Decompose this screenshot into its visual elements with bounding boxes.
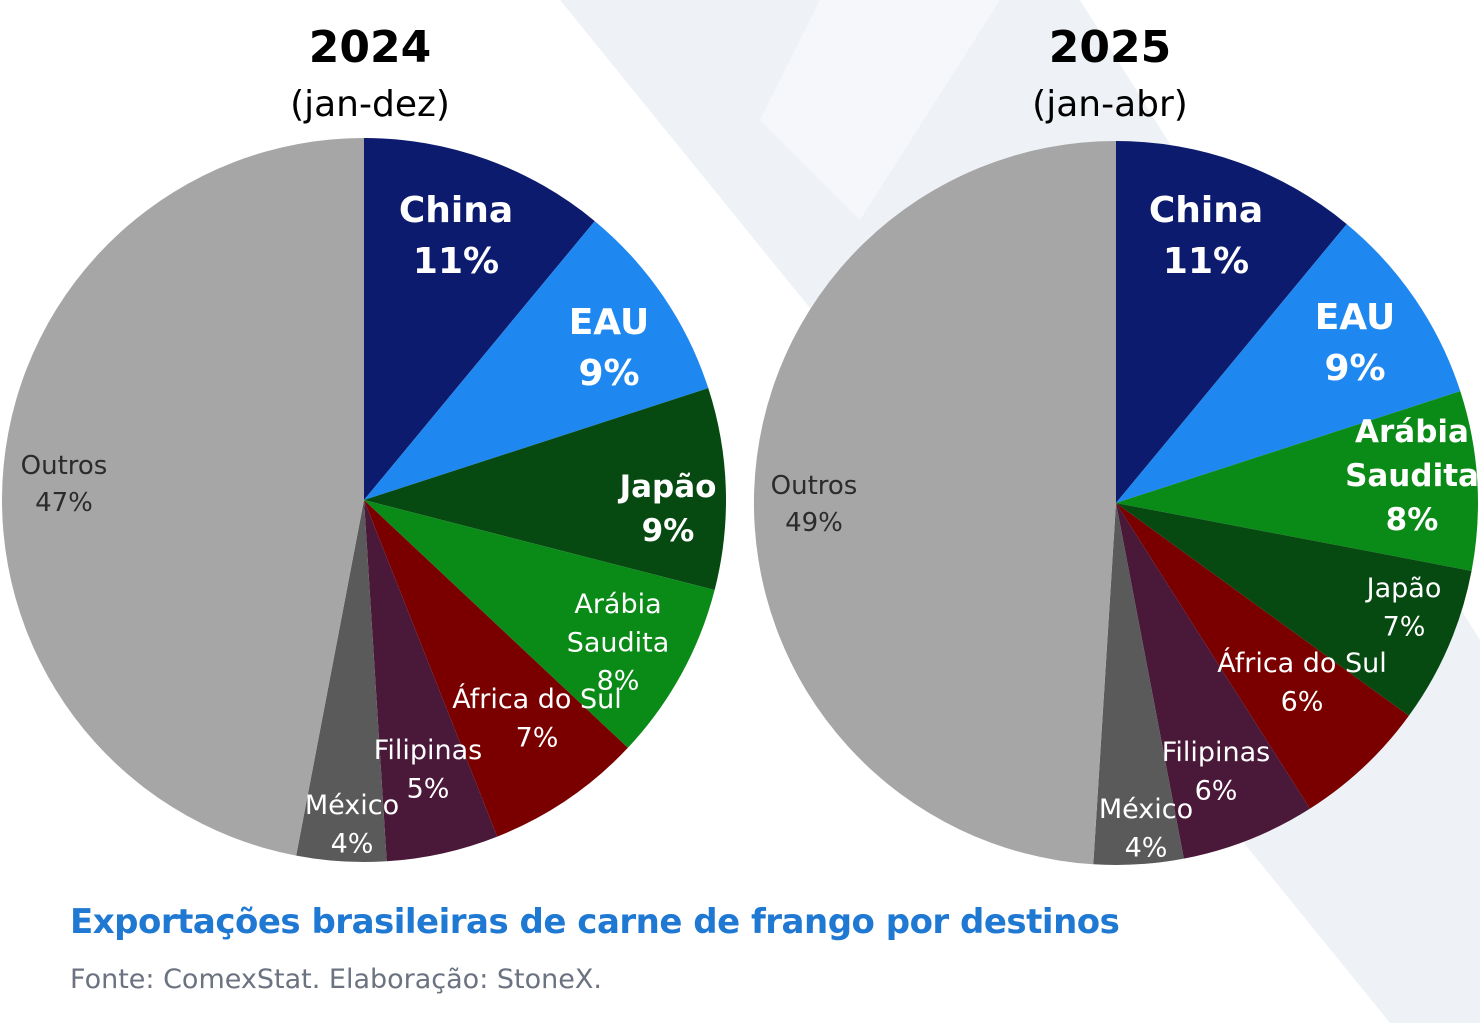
- pie-chart-2024: 2024 (jan-dez) China 11% EAU 9% Japão 9% Arábi…: [0, 0, 740, 880]
- slice-label-arabia-saudita: Arábia Saudita 8%: [567, 589, 670, 697]
- slice-label-japao: Japão 7%: [1365, 573, 1442, 642]
- slice-label-arabia-saudita: Arábia Saudita 8%: [1345, 414, 1479, 538]
- chart-subtitle: (jan-dez): [290, 84, 450, 125]
- pie-slice-africa-do-sul: [1116, 503, 1409, 809]
- source-note: Fonte: ComexStat. Elaboração: StoneX.: [70, 964, 602, 995]
- pie-slice-mexico: [1093, 503, 1184, 866]
- slice-label-china: China 11%: [399, 190, 513, 282]
- pie-slice-japao: [364, 388, 727, 591]
- pie-chart-2025: 2025 (jan-abr) China 11% EAU 9% Arábia Saudit…: [740, 0, 1480, 880]
- pie-slice-japao: [1116, 503, 1472, 716]
- pie-slice-eau: [364, 221, 709, 500]
- slice-label-outros: Outros 49%: [771, 471, 858, 538]
- pie-slice-outros: [1, 137, 365, 856]
- pie-slice-china: [364, 138, 595, 500]
- slice-label-outros: Outros 47%: [21, 451, 108, 518]
- pie-canvas: China 11% EAU 9% Japão 9% Arábia Saudita 8%Áfric…: [1, 137, 727, 863]
- chart-title: 2024: [308, 22, 432, 73]
- pie-slice-eau: [1116, 224, 1461, 503]
- pie-slice-china: [1116, 141, 1347, 503]
- slice-label-filipinas: Filipinas 5%: [374, 735, 482, 804]
- slice-label-africa-do-sul: África do Sul 7%: [452, 683, 622, 753]
- slice-label-mexico: México 4%: [1099, 794, 1193, 863]
- pie-slice-mexico: [296, 500, 387, 863]
- pie-slice-outros: [753, 141, 1116, 865]
- pie-slice-filipinas: [1116, 503, 1310, 859]
- figure-caption: Exportações brasileiras de carne de fran…: [70, 902, 1120, 942]
- pie-canvas: China 11% EAU 9% Arábia Saudita 8% Japão 7%Áfric…: [753, 141, 1479, 866]
- slice-label-filipinas: Filipinas 6%: [1162, 737, 1270, 806]
- chart-title: 2025: [1048, 22, 1172, 73]
- pie-slice-africa-do-sul: [364, 500, 628, 837]
- pie-slice-arabia-saudita: [364, 500, 715, 748]
- pie-slice-filipinas: [364, 500, 498, 862]
- slice-label-africa-do-sul: África do Sul 6%: [1217, 647, 1387, 717]
- slice-label-china: China 11%: [1149, 190, 1263, 282]
- slice-label-eau: EAU 9%: [1315, 297, 1396, 389]
- slice-label-eau: EAU 9%: [569, 302, 650, 394]
- slice-label-mexico: México 4%: [305, 790, 399, 859]
- pie-slice-arabia-saudita: [1116, 391, 1478, 571]
- chart-subtitle: (jan-abr): [1032, 84, 1188, 125]
- slice-label-japao: Japão 9%: [618, 469, 717, 549]
